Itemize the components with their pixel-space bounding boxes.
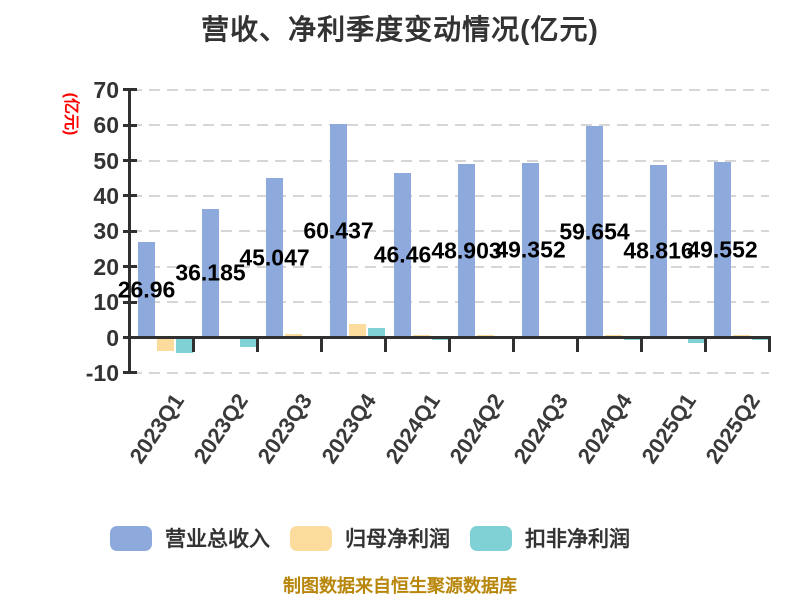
y-tick-label: 60 — [93, 112, 119, 139]
x-tick-label-2023Q2: 2023Q2 — [188, 389, 253, 468]
total-revenue-bar-2025Q2 — [714, 162, 731, 338]
gridline — [131, 124, 769, 127]
x-axis-tick — [511, 339, 515, 352]
non-gaap-net-profit-bar-2023Q1 — [176, 337, 193, 353]
gridline — [131, 159, 769, 162]
non-gaap-net-profit-bar-2023Q4 — [368, 327, 385, 338]
legend-item-net-profit-attributable[interactable]: 归母净利润 — [290, 523, 450, 553]
y-tick-label: 0 — [106, 324, 119, 351]
gridline — [131, 265, 769, 268]
non-gaap-net-profit-bar-2023Q2 — [240, 337, 257, 347]
x-axis-tick — [191, 339, 195, 352]
x-tick-label-2025Q1: 2025Q1 — [636, 389, 701, 468]
x-axis-tick — [575, 339, 579, 352]
total-revenue-bar-2023Q3 — [266, 178, 283, 338]
y-tick-label: 50 — [93, 147, 119, 174]
y-tick-label: 20 — [93, 253, 119, 280]
total-revenue-bar-2023Q2 — [202, 209, 219, 338]
x-axis-line — [126, 336, 771, 339]
legend-item-non-gaap-net-profit[interactable]: 扣非净利润 — [470, 523, 630, 553]
x-axis-tick — [703, 339, 707, 352]
x-tick-label-2023Q4: 2023Q4 — [316, 389, 381, 468]
legend: 营业总收入 归母净利润 扣非净利润 — [110, 523, 630, 553]
x-tick-label-2024Q1: 2024Q1 — [380, 389, 445, 468]
gridline — [131, 194, 769, 197]
y-axis-line — [128, 88, 131, 374]
x-axis-tick — [383, 339, 387, 352]
total-revenue-bar-2024Q1 — [394, 173, 411, 338]
value-label-2024Q3: 49.352 — [495, 236, 566, 263]
legend-label-non-gaap-net-profit: 扣非净利润 — [525, 528, 630, 551]
x-tick-label-2023Q1: 2023Q1 — [124, 389, 189, 468]
value-label-2023Q4: 60.437 — [303, 217, 374, 244]
gridline — [131, 371, 769, 374]
y-tick-label: 70 — [93, 76, 119, 103]
legend-item-total-revenue[interactable]: 营业总收入 — [110, 523, 270, 553]
gridline — [131, 88, 769, 91]
x-axis-tick — [447, 339, 451, 352]
total-revenue-bar-2024Q2 — [458, 164, 475, 338]
net-profit-attributable-bar-2023Q3 — [285, 334, 302, 338]
total-revenue-bar-2024Q3 — [522, 162, 539, 338]
x-axis-tick — [767, 339, 771, 352]
value-label-2024Q4: 59.654 — [559, 218, 630, 245]
y-tick-label: 40 — [93, 182, 119, 209]
x-tick-label-2024Q3: 2024Q3 — [508, 389, 573, 468]
value-label-2023Q2: 36.185 — [175, 259, 246, 286]
legend-swatch-total-revenue — [110, 525, 152, 551]
x-axis-tick — [255, 339, 259, 352]
net-profit-attributable-bar-2023Q1 — [157, 337, 174, 351]
total-revenue-bar-2025Q1 — [650, 164, 667, 338]
value-label-2024Q1: 46.46 — [373, 241, 432, 268]
gridline — [131, 301, 769, 304]
value-label-2023Q3: 45.047 — [239, 244, 310, 271]
y-tick-label: 30 — [93, 218, 119, 245]
legend-label-total-revenue: 营业总收入 — [165, 528, 270, 551]
value-label-2025Q1: 48.816 — [623, 237, 694, 264]
y-tick-label: 10 — [93, 289, 119, 316]
chart-title: 营收、净利季度变动情况(亿元) — [201, 14, 599, 45]
value-label-2025Q2: 49.552 — [687, 236, 758, 263]
total-revenue-bar-2023Q1 — [138, 242, 155, 338]
legend-swatch-net-profit-attributable — [290, 525, 332, 551]
legend-label-net-profit-attributable: 归母净利润 — [345, 528, 450, 551]
gridline — [131, 230, 769, 233]
x-tick-label-2023Q3: 2023Q3 — [252, 389, 317, 468]
y-tick-label: -10 — [85, 359, 119, 386]
x-tick-label-2024Q2: 2024Q2 — [444, 389, 509, 468]
net-profit-attributable-bar-2023Q4 — [349, 323, 366, 338]
non-gaap-net-profit-bar-2025Q1 — [688, 337, 705, 344]
x-axis-tick — [639, 339, 643, 352]
x-axis-tick — [319, 339, 323, 352]
legend-swatch-non-gaap-net-profit — [470, 525, 512, 551]
total-revenue-bar-2024Q4 — [586, 126, 603, 338]
value-label-2023Q1: 26.96 — [117, 276, 176, 303]
value-label-2024Q2: 48.903 — [431, 237, 502, 264]
x-tick-label-2025Q2: 2025Q2 — [700, 389, 765, 468]
total-revenue-bar-2023Q4 — [330, 123, 347, 338]
x-tick-label-2024Q4: 2024Q4 — [572, 389, 637, 468]
footer-source-note: 制图数据来自恒生聚源数据库 — [283, 576, 517, 596]
